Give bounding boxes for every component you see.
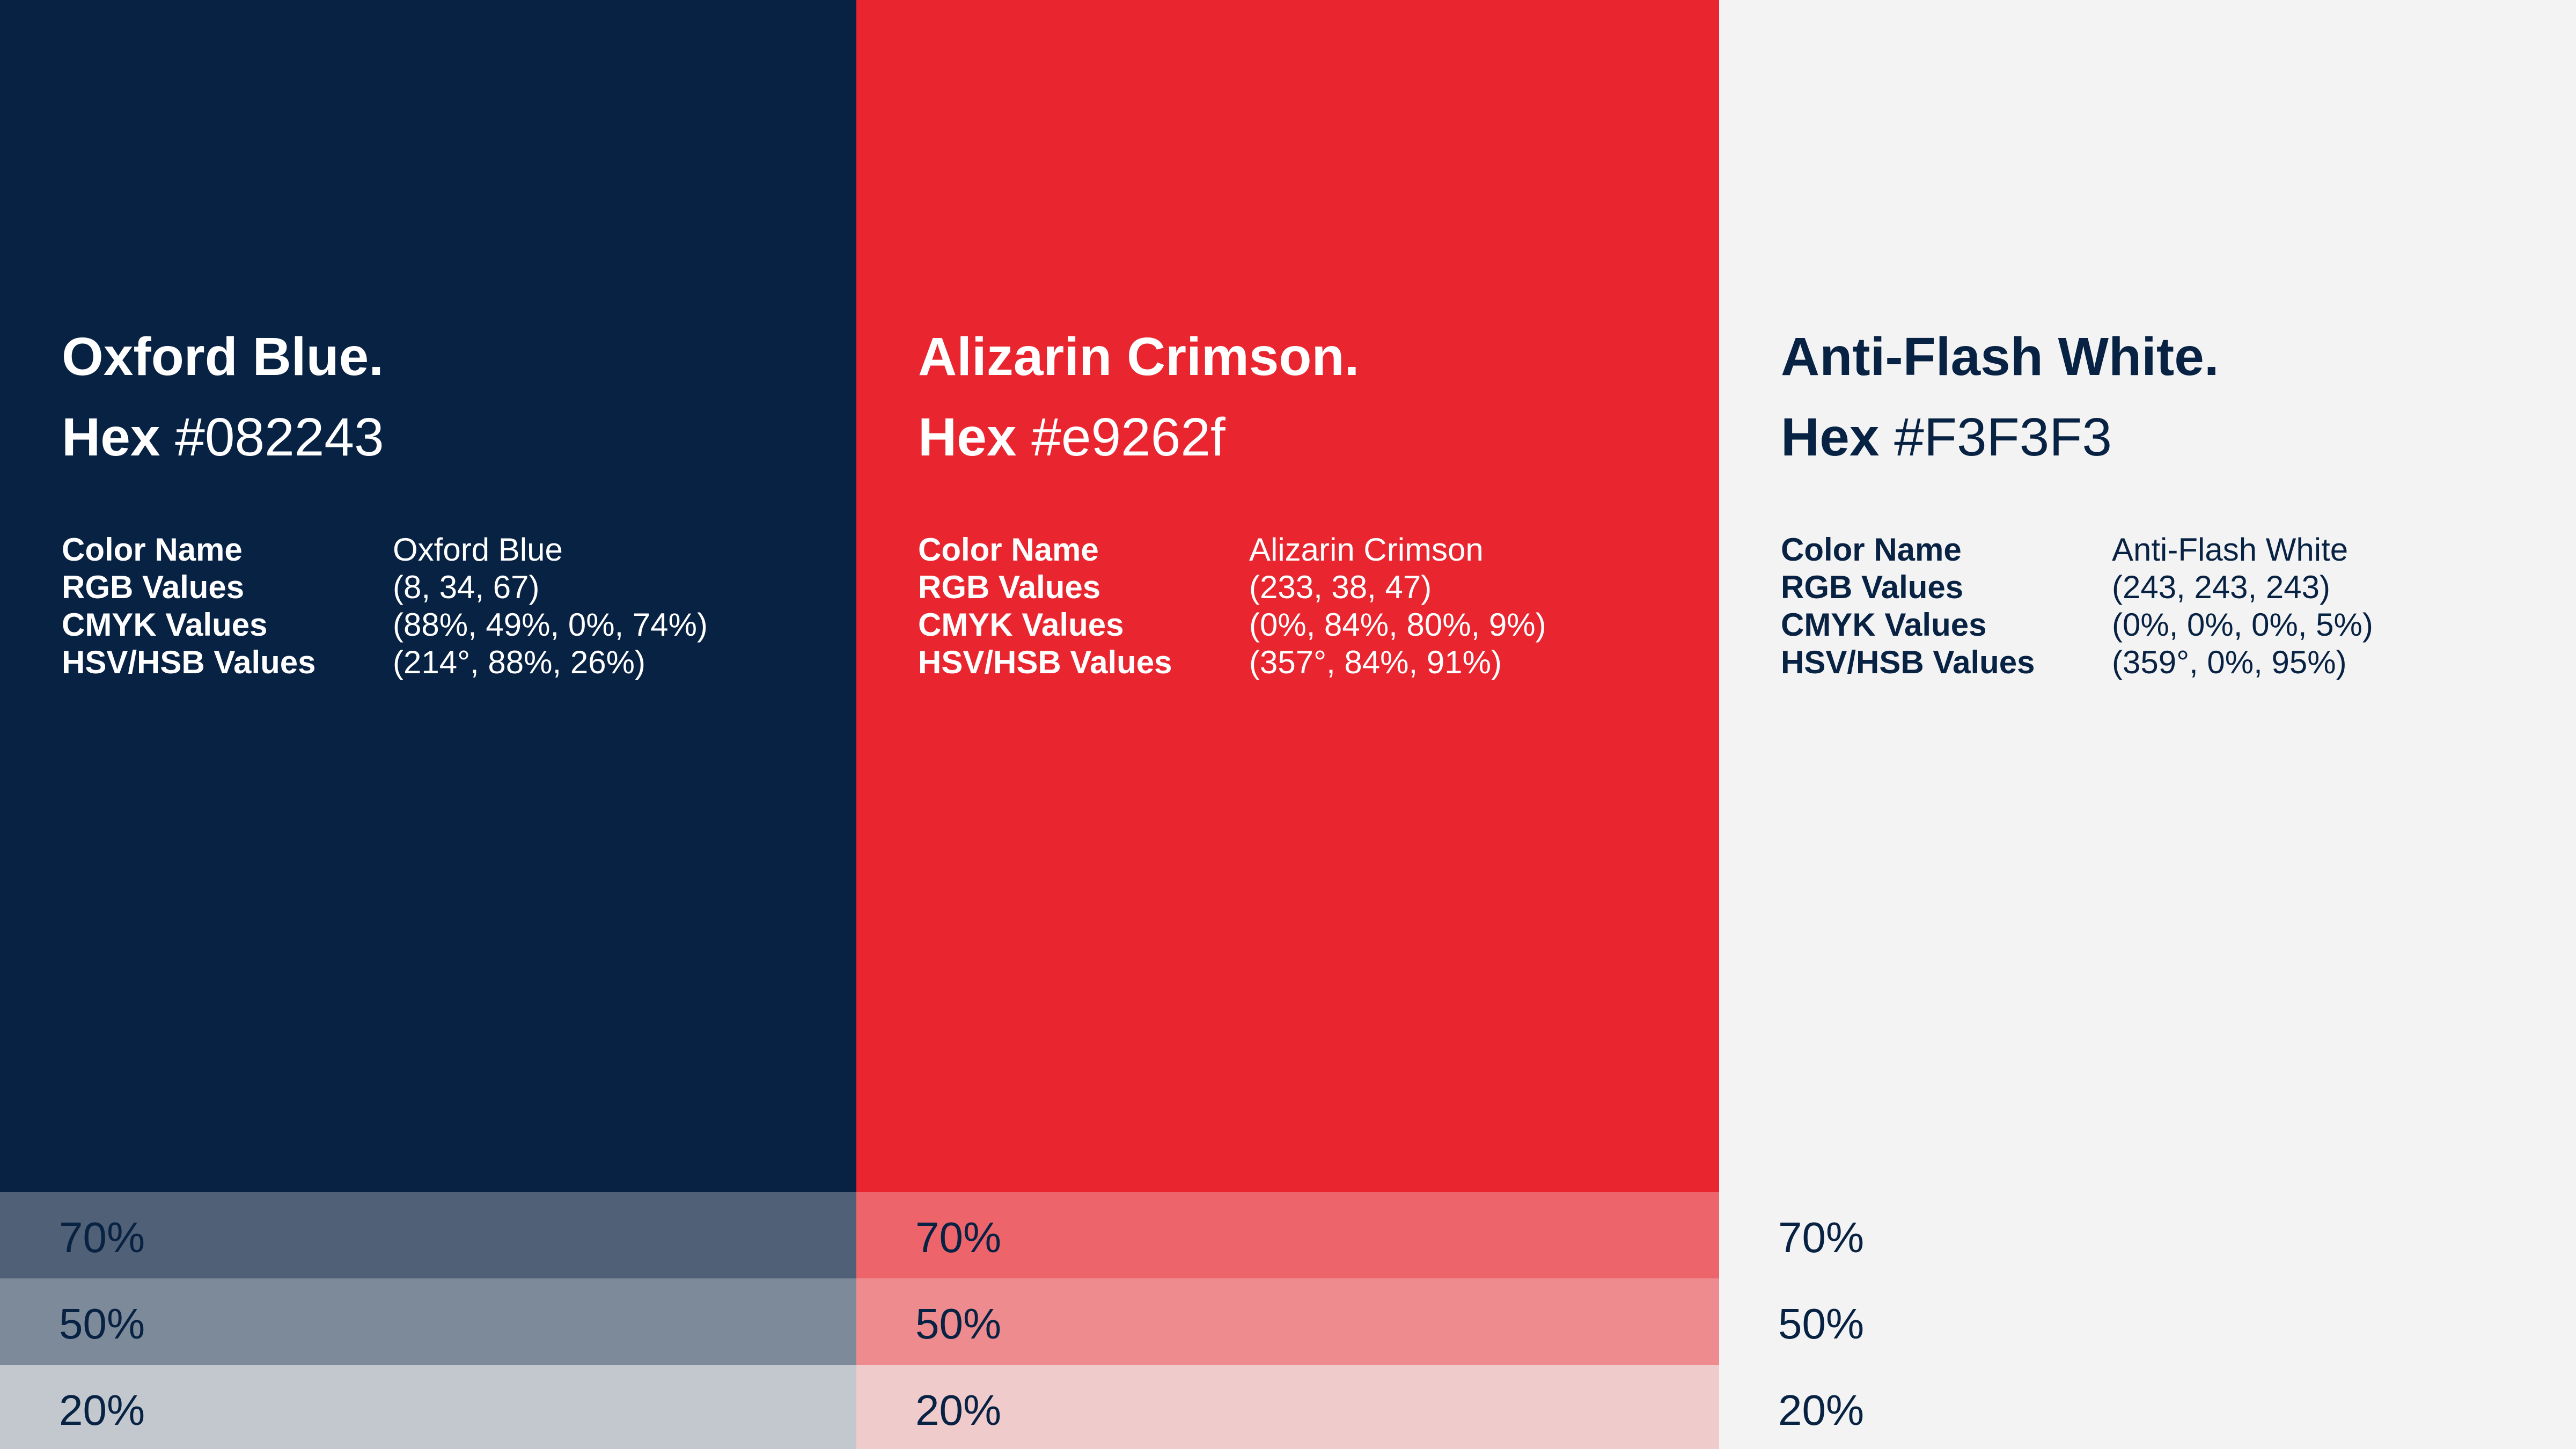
detail-value: Oxford Blue (393, 532, 563, 568)
hex-label: Hex (1781, 407, 1880, 467)
color-column-alizarin-crimson: Alizarin Crimson. Hex #e9262f Color Name… (856, 0, 1719, 1449)
tint-swatch-50: 50% (856, 1278, 1719, 1365)
detail-label: RGB Values (918, 569, 1101, 605)
hex-value: #e9262f (1031, 407, 1225, 467)
color-title: Oxford Blue. (62, 327, 384, 387)
tint-label: 20% (59, 1386, 145, 1434)
tint-label: 50% (915, 1300, 1002, 1348)
color-column-oxford-blue: Oxford Blue. Hex #082243 Color Name Oxfo… (0, 0, 856, 1449)
tint-swatch-70: 70% (0, 1192, 856, 1278)
tint-swatches: 70% 50% 20% (1719, 1192, 2576, 1449)
detail-value: (0%, 84%, 80%, 9%) (1249, 607, 1546, 643)
detail-label: HSV/HSB Values (918, 644, 1172, 680)
detail-label: RGB Values (1781, 569, 1964, 605)
tint-label: 70% (59, 1213, 145, 1261)
detail-label: CMYK Values (918, 607, 1124, 643)
hex-value: #082243 (175, 407, 384, 467)
detail-value: (0%, 0%, 0%, 5%) (2112, 607, 2373, 643)
detail-value: (243, 243, 243) (2112, 569, 2330, 605)
hex-label: Hex (918, 407, 1017, 467)
hex-line: Hex #F3F3F3 (1781, 405, 2112, 469)
detail-row-cmyk: CMYK Values (88%, 49%, 0%, 74%) (62, 606, 813, 644)
tint-swatch-70: 70% (1719, 1192, 2576, 1278)
detail-row-rgb: RGB Values (233, 38, 47) (918, 569, 1669, 606)
detail-row-hsv: HSV/HSB Values (359°, 0%, 95%) (1781, 644, 2532, 681)
tint-label: 70% (915, 1213, 1002, 1261)
hex-value: #F3F3F3 (1894, 407, 2112, 467)
tint-label: 50% (59, 1300, 145, 1348)
tint-label: 20% (915, 1386, 1002, 1434)
detail-row-color-name: Color Name Anti-Flash White (1781, 531, 2532, 569)
detail-label: Color Name (62, 532, 243, 568)
detail-label: Color Name (1781, 532, 1962, 568)
detail-value: (8, 34, 67) (393, 569, 540, 605)
detail-row-rgb: RGB Values (8, 34, 67) (62, 569, 813, 606)
detail-value: (359°, 0%, 95%) (2112, 644, 2347, 680)
tint-swatches: 70% 50% 20% (0, 1192, 856, 1449)
detail-value: (233, 38, 47) (1249, 569, 1432, 605)
hex-line: Hex #082243 (62, 405, 384, 469)
detail-label: RGB Values (62, 569, 245, 605)
detail-row-cmyk: CMYK Values (0%, 84%, 80%, 9%) (918, 606, 1669, 644)
color-title: Alizarin Crimson. (918, 327, 1360, 387)
detail-value: (214°, 88%, 26%) (393, 644, 645, 680)
tint-swatch-20: 20% (856, 1365, 1719, 1449)
color-details: Color Name Anti-Flash White RGB Values (… (1781, 531, 2532, 681)
tint-swatch-50: 50% (1719, 1278, 2576, 1365)
detail-label: Color Name (918, 532, 1099, 568)
tint-swatch-20: 20% (1719, 1365, 2576, 1449)
tint-swatch-50: 50% (0, 1278, 856, 1365)
detail-label: CMYK Values (62, 607, 268, 643)
detail-row-color-name: Color Name Alizarin Crimson (918, 531, 1669, 569)
detail-label: HSV/HSB Values (1781, 644, 2035, 680)
tint-label: 50% (1778, 1300, 1865, 1348)
detail-value: Alizarin Crimson (1249, 532, 1484, 568)
detail-row-cmyk: CMYK Values (0%, 0%, 0%, 5%) (1781, 606, 2532, 644)
detail-row-color-name: Color Name Oxford Blue (62, 531, 813, 569)
detail-value: (88%, 49%, 0%, 74%) (393, 607, 708, 643)
color-details: Color Name Oxford Blue RGB Values (8, 34… (62, 531, 813, 681)
detail-row-rgb: RGB Values (243, 243, 243) (1781, 569, 2532, 606)
color-details: Color Name Alizarin Crimson RGB Values (… (918, 531, 1669, 681)
tint-swatch-20: 20% (0, 1365, 856, 1449)
detail-value: Anti-Flash White (2112, 532, 2349, 568)
detail-row-hsv: HSV/HSB Values (214°, 88%, 26%) (62, 644, 813, 681)
detail-value: (357°, 84%, 91%) (1249, 644, 1502, 680)
color-column-anti-flash-white: Anti-Flash White. Hex #F3F3F3 Color Name… (1719, 0, 2576, 1449)
tint-swatch-70: 70% (856, 1192, 1719, 1278)
detail-label: HSV/HSB Values (62, 644, 316, 680)
detail-row-hsv: HSV/HSB Values (357°, 84%, 91%) (918, 644, 1669, 681)
tint-label: 70% (1778, 1213, 1865, 1261)
color-title: Anti-Flash White. (1781, 327, 2219, 387)
detail-label: CMYK Values (1781, 607, 1987, 643)
tint-swatches: 70% 50% 20% (856, 1192, 1719, 1449)
hex-line: Hex #e9262f (918, 405, 1225, 469)
hex-label: Hex (62, 407, 160, 467)
tint-label: 20% (1778, 1386, 1865, 1434)
